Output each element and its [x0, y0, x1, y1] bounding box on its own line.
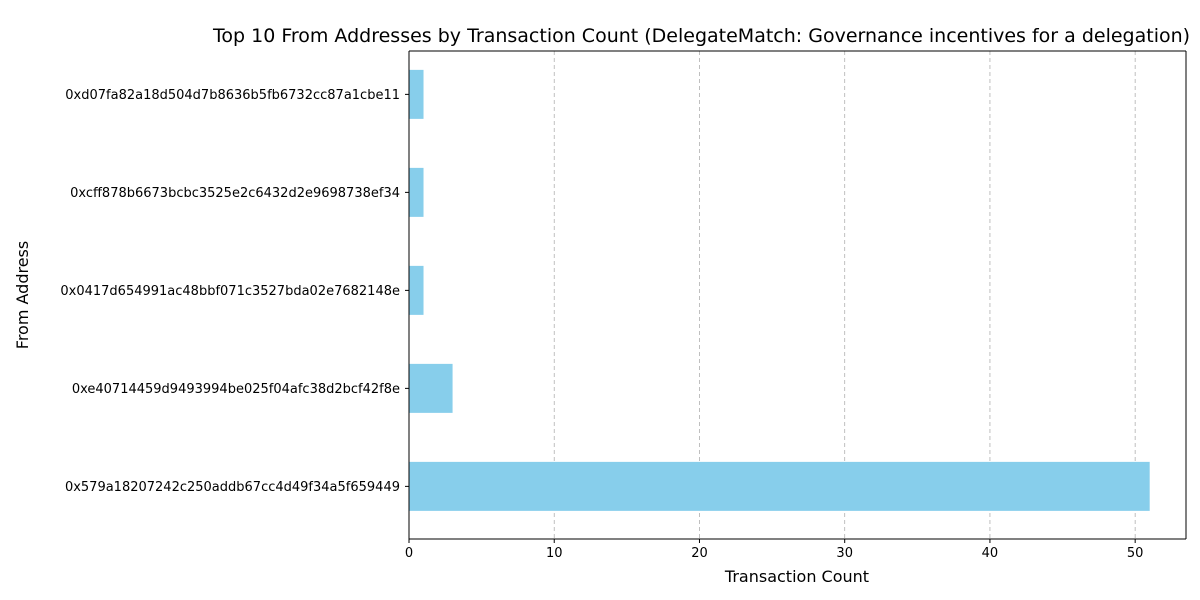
- bar: [409, 461, 1150, 511]
- y-tick-label: 0x579a18207242c250addb67cc4d49f34a5f6594…: [65, 480, 400, 495]
- bar: [409, 69, 424, 119]
- bar: [409, 167, 424, 217]
- axes: [408, 50, 1187, 540]
- y-ticks: 0x579a18207242c250addb67cc4d49f34a5f6594…: [60, 88, 409, 495]
- bars: [409, 69, 1150, 511]
- x-tick-label: 30: [836, 546, 853, 561]
- x-tick-label: 50: [1127, 546, 1144, 561]
- y-tick-label: 0x0417d654991ac48bbf071c3527bda02e768214…: [60, 284, 400, 299]
- grid-lines: [553, 51, 1136, 539]
- x-tick-label: 10: [546, 546, 563, 561]
- x-tick-label: 0: [405, 546, 413, 561]
- y-tick-label: 0xe40714459d9493994be025f04afc38d2bcf42f…: [72, 382, 400, 397]
- y-tick-label: 0xcff878b6673bcbc3525e2c6432d2e9698738ef…: [70, 186, 400, 201]
- bar: [409, 363, 453, 413]
- x-ticks: 0 10 20 30 40 50: [405, 539, 1144, 561]
- y-axis-label: From Address: [13, 241, 32, 349]
- x-axis-label: Transaction Count: [724, 567, 869, 586]
- x-tick-label: 40: [982, 546, 999, 561]
- y-tick-label: 0xd07fa82a18d504d7b8636b5fb6732cc87a1cbe…: [65, 88, 400, 103]
- chart-title: Top 10 From Addresses by Transaction Cou…: [212, 25, 1190, 47]
- bar: [409, 265, 424, 315]
- x-tick-label: 20: [691, 546, 708, 561]
